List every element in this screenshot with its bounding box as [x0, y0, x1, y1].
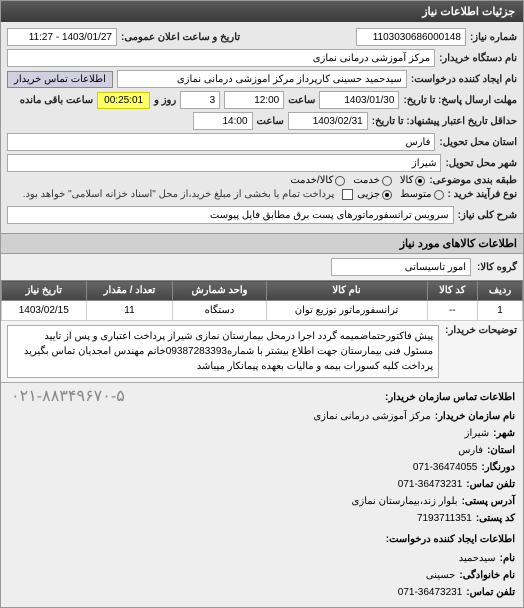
- tel2-value: 071-36473231: [398, 584, 463, 601]
- cell-row: 1: [478, 301, 523, 321]
- valid-label: حداقل تاریخ اعتبار پیشنهاد: تا تاریخ:: [372, 116, 517, 127]
- contact-panel: ۰۲۱-۸۸۳۴۹۶۷۰-۵ اطلاعات تماس سازمان خریدا…: [1, 382, 523, 607]
- fax-value: 071-36474055: [413, 459, 478, 476]
- prov-label: استان محل تحویل:: [439, 137, 517, 148]
- contact-prov-value: فارس: [458, 442, 483, 459]
- contact-city-label: شهر:: [493, 425, 515, 442]
- req-creator-header: اطلاعات ایجاد کننده درخواست:: [9, 531, 515, 548]
- pay-checkbox[interactable]: [342, 189, 353, 200]
- req-no-label: شماره نیاز:: [470, 32, 517, 43]
- group-label: گروه کالا:: [477, 262, 517, 273]
- cell-qty: 11: [86, 301, 173, 321]
- pub-date-field: 1403/01/27 - 11:27: [7, 28, 117, 46]
- buyer-notes-label: توضیحات خریدار:: [445, 325, 517, 378]
- buyer-dev-label: نام دستگاه خریدار:: [439, 53, 517, 64]
- col-row: ردیف: [478, 281, 523, 301]
- cell-unit: دستگاه: [173, 301, 266, 321]
- table-row[interactable]: 1 -- ترانسفورماتور توزیع توان دستگاه 11 …: [2, 301, 523, 321]
- req-no-field: 1103030686000148: [356, 28, 466, 46]
- radio-dot-icon: [434, 190, 444, 200]
- name-value: سیدحمید: [459, 550, 496, 567]
- col-unit: واحد شمارش: [173, 281, 266, 301]
- pay-note: پرداخت تمام یا بخشی از مبلغ خرید،از محل …: [23, 189, 335, 200]
- org-value: مرکز آموزشی درمانی نمازی: [313, 408, 430, 425]
- valid-date-field: 1403/02/31: [288, 112, 368, 130]
- contact-link-button[interactable]: اطلاعات تماس خریدار: [7, 71, 113, 88]
- radio-dot-icon: [415, 176, 425, 186]
- cell-date: 1403/02/15: [2, 301, 87, 321]
- cell-name: ترانسفورماتور توزیع توان: [266, 301, 427, 321]
- details-panel: جزئیات اطلاعات نیاز شماره نیاز: 11030306…: [0, 0, 524, 608]
- prov-field: فارس: [7, 133, 435, 151]
- resp-date-field: 1403/01/30: [319, 91, 399, 109]
- contact-prov-label: استان:: [487, 442, 515, 459]
- buyer-notes-text: پیش فاکتورحتماضمیمه گردد اجرا درمحل بیما…: [7, 325, 439, 378]
- valid-time-field: 14:00: [193, 112, 253, 130]
- city-label: شهر محل تحویل:: [445, 158, 517, 169]
- radio-dot-icon: [335, 176, 345, 186]
- proc-radio-group: متوسط جزیی: [357, 189, 443, 200]
- radio-dot-icon: [382, 176, 392, 186]
- days-field: 3: [180, 91, 220, 109]
- resp-deadline-label: مهلت ارسال پاسخ: تا تاریخ:: [403, 95, 517, 106]
- subject-field: سرویس ترانسفورماتورهای پست برق مطابق فای…: [7, 206, 454, 224]
- valid-time-label: ساعت: [257, 116, 284, 127]
- zip-label: کد پستی:: [476, 510, 515, 527]
- buyer-dev-field: مرکز آموزشی درمانی نمازی: [7, 49, 435, 67]
- phone-big: ۰۲۱-۸۸۳۴۹۶۷۰-۵: [11, 383, 125, 410]
- pub-date-label: تاریخ و ساعت اعلان عمومی:: [121, 32, 240, 43]
- creator-field: سیدحمید حسینی کارپرداز مرکز اموزشی درمان…: [117, 70, 407, 88]
- zip-value: 7193711351: [417, 510, 472, 527]
- proc-partial-label: جزیی: [357, 189, 380, 200]
- proc-medium-radio[interactable]: متوسط: [400, 189, 443, 200]
- form-body: شماره نیاز: 1103030686000148 تاریخ و ساع…: [1, 22, 523, 233]
- contact-city-value: شیراز: [465, 425, 490, 442]
- fax-label: دورنگار:: [481, 459, 515, 476]
- class-both-radio[interactable]: کالا/خدمت: [290, 175, 345, 186]
- name-label: نام:: [500, 550, 515, 567]
- tel2-label: تلفن تماس:: [466, 584, 515, 601]
- class-label: طبقه بندی موضوعی:: [429, 175, 517, 186]
- org-label: نام سازمان خریدار:: [435, 408, 515, 425]
- col-name: نام کالا: [266, 281, 427, 301]
- tel-label: تلفن تماس:: [466, 476, 515, 493]
- goods-section-title: اطلاعات کالاهای مورد نیاز: [1, 233, 523, 254]
- panel-title: جزئیات اطلاعات نیاز: [1, 1, 523, 22]
- creator-label: نام ایجاد کننده درخواست:: [411, 74, 517, 85]
- resp-time-label: ساعت: [288, 95, 315, 106]
- table-header-row: ردیف کد کالا نام کالا واحد شمارش تعداد /…: [2, 281, 523, 301]
- class-radio-group: کالا خدمت کالا/خدمت: [290, 175, 425, 186]
- col-qty: تعداد / مقدار: [86, 281, 173, 301]
- resp-time-field: 12:00: [224, 91, 284, 109]
- goods-table: ردیف کد کالا نام کالا واحد شمارش تعداد /…: [1, 280, 523, 321]
- class-service-radio[interactable]: خدمت: [353, 175, 392, 186]
- col-date: تاریخ نیاز: [2, 281, 87, 301]
- proc-partial-radio[interactable]: جزیی: [357, 189, 392, 200]
- class-service-label: خدمت: [353, 175, 380, 186]
- class-goods-radio[interactable]: کالا: [400, 175, 426, 186]
- days-label: روز و: [154, 95, 176, 106]
- countdown-timer: 00:25:01: [97, 92, 150, 109]
- radio-dot-icon: [382, 190, 392, 200]
- proc-medium-label: متوسط: [400, 189, 431, 200]
- col-code: کد کالا: [427, 281, 478, 301]
- cell-code: --: [427, 301, 478, 321]
- addr-label: آدرس پستی:: [462, 493, 515, 510]
- subject-label: شرح کلی نیاز:: [458, 210, 517, 221]
- tel-value: 071-36473231: [398, 476, 463, 493]
- addr-value: بلوار زند،بیمارستان نمازی: [352, 493, 458, 510]
- remain-label: ساعت باقی مانده: [20, 95, 93, 106]
- proc-label: نوع فرآیند خرید :: [448, 189, 517, 200]
- class-both-label: کالا/خدمت: [290, 175, 333, 186]
- city-field: شیراز: [7, 154, 441, 172]
- group-field: امور تاسیساتی: [331, 258, 471, 276]
- class-goods-label: کالا: [400, 175, 414, 186]
